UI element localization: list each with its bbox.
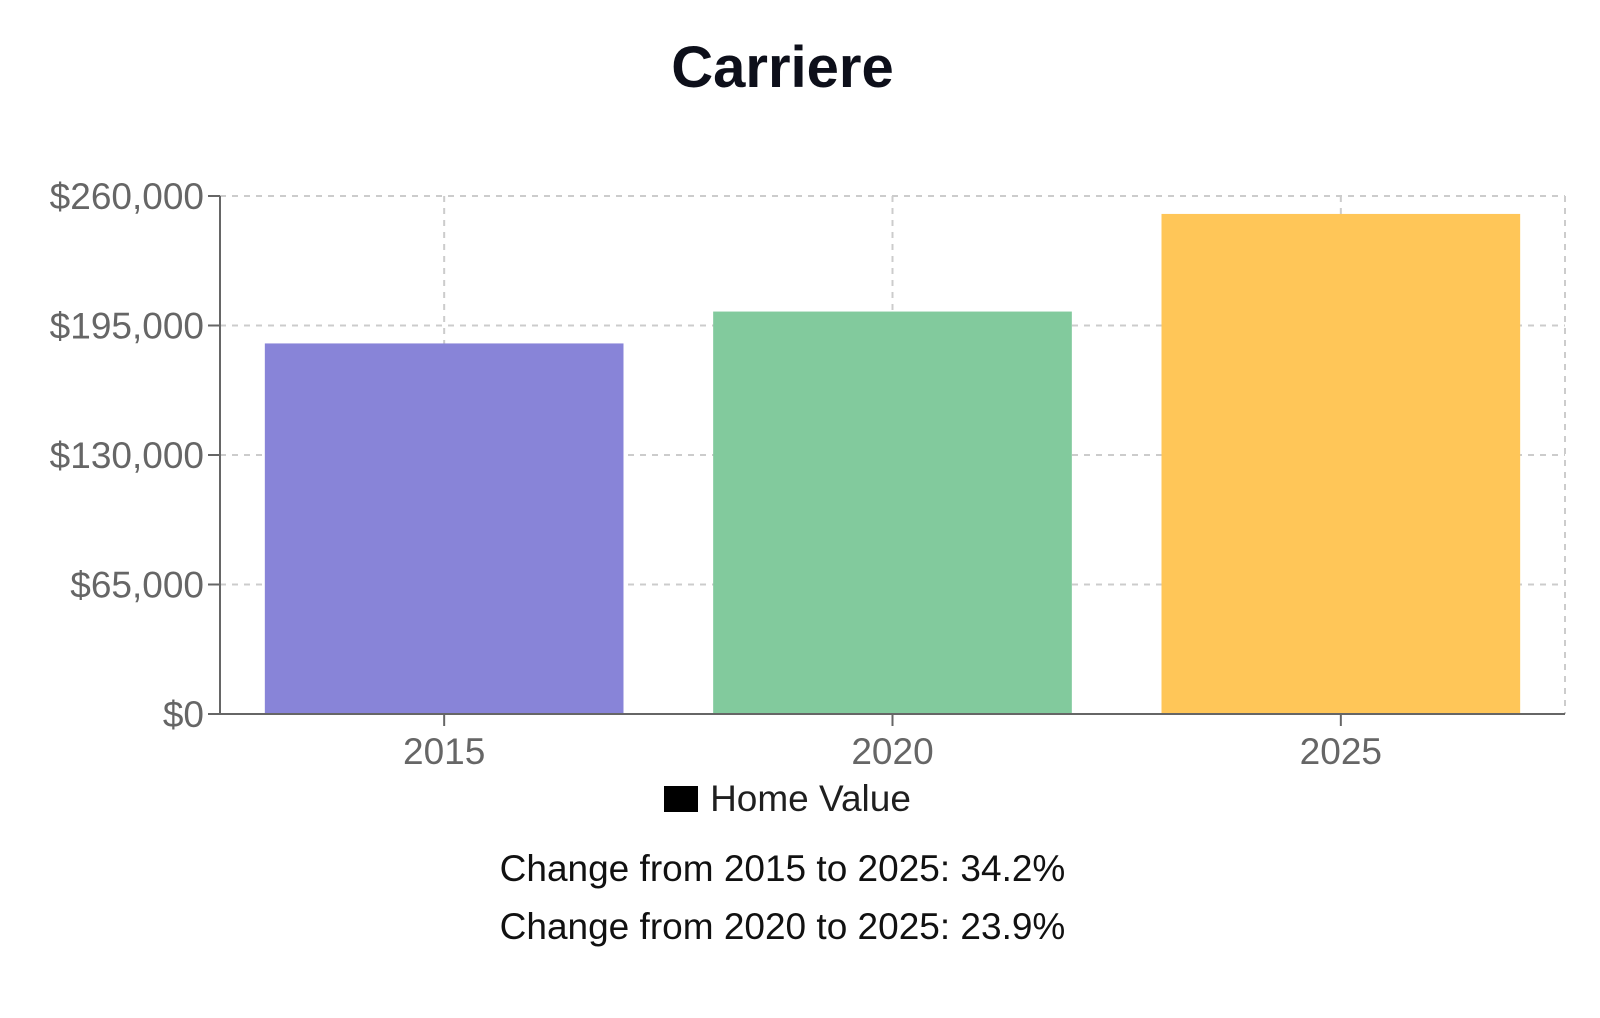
legend-swatch (664, 786, 699, 812)
bar-2025 (1161, 213, 1521, 714)
bar-2020 (713, 311, 1072, 714)
bar-chart: $0 $65,000 $130,000 $195,000 $260,000 2015 202… (50, 176, 1566, 770)
axes: $0 $65,000 $130,000 $195,000 $260,000 2015 202… (50, 176, 1565, 770)
change-2015-2025-text: Change from 2015 to 2025: 34.2% (499, 848, 1066, 889)
x-tick-label: 2015 (403, 731, 485, 770)
legend: Home Value (0, 778, 1575, 820)
y-tick-label: $130,000 (50, 435, 204, 476)
y-tick-label: $195,000 (50, 306, 204, 347)
x-tick-label: 2025 (1300, 731, 1382, 770)
change-2020-2025-text: Change from 2020 to 2025: 23.9% (499, 906, 1066, 947)
y-tick-label: $65,000 (70, 565, 204, 606)
bar-2015 (264, 343, 624, 714)
bars (264, 213, 1521, 714)
y-tick-label: $260,000 (50, 176, 204, 217)
chart-title: Carriere (671, 35, 894, 100)
x-tick-label: 2020 (851, 731, 933, 770)
legend-label: Home Value (710, 778, 911, 819)
y-tick-label: $0 (163, 694, 204, 735)
